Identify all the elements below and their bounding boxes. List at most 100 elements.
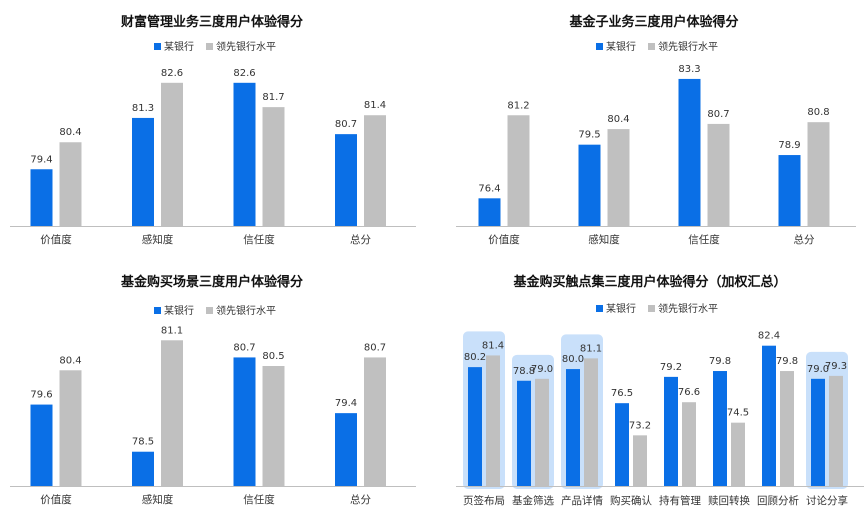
bar-bank — [678, 78, 701, 226]
data-label: 82.4 — [758, 331, 780, 342]
chart-svg: 基金购买触点集三度用户体验得分（加权汇总） 某银行 领先银行水平 80.281.4 页签… — [456, 274, 864, 507]
bar-leader — [161, 340, 183, 486]
x-tick-label: 总分 — [794, 233, 815, 246]
bar-bank — [233, 357, 256, 486]
x-tick-label: 感知度 — [142, 493, 174, 506]
data-label: 76.4 — [478, 183, 500, 194]
bar-leader — [364, 357, 386, 486]
data-label: 79.3 — [825, 361, 847, 372]
data-label: 81.2 — [507, 100, 529, 111]
legend-label-bank: 某银行 — [606, 302, 636, 315]
bar-leader — [829, 375, 843, 486]
legend-swatch-leader — [648, 43, 655, 50]
x-tick-label: 总分 — [350, 493, 371, 506]
chart-fund-business: 基金子业务三度用户体验得分 某银行 领先银行水平 76.4 81.2 价值度 79.5 80.… — [434, 0, 868, 260]
bar-bank — [468, 367, 482, 486]
x-tick-label: 价值度 — [40, 233, 72, 246]
bar-leader — [682, 402, 696, 486]
legend-swatch-leader — [206, 43, 213, 50]
data-label: 80.2 — [464, 352, 486, 363]
legend-swatch-bank — [154, 43, 161, 50]
data-label: 79.6 — [30, 390, 52, 401]
chart-title: 基金购买触点集三度用户体验得分（加权汇总） — [512, 274, 786, 290]
data-label: 80.4 — [607, 114, 629, 125]
data-label: 73.2 — [629, 420, 651, 431]
bar-leader — [507, 115, 530, 226]
x-tick-label: 总分 — [350, 233, 371, 246]
data-label: 79.8 — [776, 356, 798, 367]
legend-swatch-bank — [154, 307, 161, 314]
data-label: 79.0 — [807, 364, 829, 375]
legend-label-leader: 领先银行水平 — [658, 302, 718, 315]
bar-bank — [778, 155, 801, 226]
bar-leader — [807, 122, 830, 226]
x-tick-label: 价值度 — [488, 233, 520, 246]
bar-leader — [731, 422, 745, 486]
data-label: 81.1 — [161, 325, 183, 336]
bar-bank — [30, 404, 53, 486]
data-label: 78.8 — [513, 366, 535, 377]
legend-swatch-bank — [596, 43, 603, 50]
data-label: 81.7 — [262, 92, 284, 103]
chart-fund-purchase-scene: 基金购买场景三度用户体验得分 某银行 领先银行水平 79.6 80.4 价值度 78.5 81… — [0, 260, 434, 520]
bar-leader — [59, 142, 82, 226]
bar-bank — [713, 371, 727, 486]
data-label: 79.5 — [578, 130, 600, 141]
data-label: 80.7 — [233, 342, 255, 353]
bar-leader — [486, 355, 500, 486]
legend-swatch-leader — [648, 305, 655, 312]
bar-bank — [335, 413, 357, 486]
x-tick-label: 持有管理 — [659, 494, 701, 507]
bar-bank — [811, 378, 825, 486]
legend-swatch-bank — [596, 305, 603, 312]
bar-bank — [233, 82, 256, 227]
bar-bank — [132, 451, 154, 486]
data-label: 80.5 — [262, 351, 284, 362]
x-tick-label: 感知度 — [588, 233, 620, 246]
data-label: 80.4 — [59, 127, 81, 138]
bar-leader — [262, 366, 285, 486]
data-label: 80.7 — [335, 119, 357, 130]
bar-bank — [578, 144, 601, 226]
chart-title: 财富管理业务三度用户体验得分 — [121, 14, 303, 30]
data-label: 81.1 — [580, 343, 602, 354]
data-label: 79.4 — [30, 154, 52, 165]
x-tick-label: 回顾分析 — [757, 494, 799, 507]
bar-leader — [364, 115, 386, 226]
bar-leader — [584, 358, 598, 486]
x-tick-label: 基金筛选 — [512, 494, 554, 507]
bar-bank — [478, 198, 501, 226]
data-label: 80.0 — [562, 354, 584, 365]
legend-label-leader: 领先银行水平 — [216, 40, 276, 53]
data-label: 74.5 — [727, 408, 749, 419]
data-label: 79.4 — [335, 398, 357, 409]
legend-label-bank: 某银行 — [606, 40, 636, 53]
data-label: 79.0 — [531, 364, 553, 375]
bar-leader — [161, 82, 183, 227]
chart-fund-purchase-touchpoints: 基金购买触点集三度用户体验得分（加权汇总） 某银行 领先银行水平 80.2 81.4 页签… — [434, 260, 868, 520]
data-label: 81.4 — [364, 100, 386, 111]
bar-bank — [335, 134, 357, 226]
data-label: 78.5 — [132, 437, 154, 448]
data-label: 82.6 — [161, 68, 183, 79]
data-label: 80.4 — [59, 355, 81, 366]
bar-bank — [762, 345, 776, 486]
data-label: 76.6 — [678, 387, 700, 398]
bar-leader — [633, 435, 647, 486]
bar-bank — [132, 117, 154, 226]
x-tick-label: 信任度 — [243, 233, 275, 246]
bar-leader — [607, 129, 630, 226]
data-label: 81.4 — [482, 340, 504, 351]
legend-swatch-leader — [206, 307, 213, 314]
data-label: 81.3 — [132, 103, 154, 114]
x-tick-label: 赎回转换 — [708, 494, 750, 507]
x-tick-label: 购买确认 — [610, 494, 652, 507]
legend-label-bank: 某银行 — [164, 40, 194, 53]
chart-title: 基金购买场景三度用户体验得分 — [120, 274, 303, 290]
legend: 某银行 领先银行水平 — [154, 304, 276, 317]
bar-bank — [30, 169, 53, 226]
